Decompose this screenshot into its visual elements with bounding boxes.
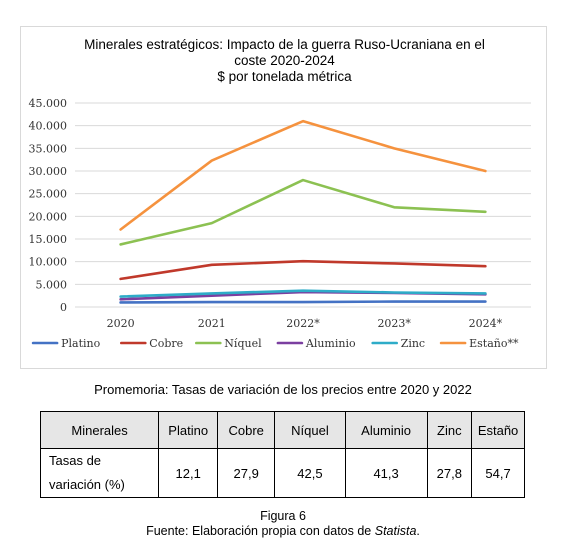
table-cell: 41,3 [344,448,428,498]
table-header-cell: Zinc [426,411,473,449]
y-tick-label: 25.000 [29,188,68,201]
table-row-label: Tasas de variación (%) [39,448,160,498]
y-tick-label: 0 [60,301,67,314]
legend-label: Estaño** [469,337,519,350]
x-tick-label: 2024* [469,317,503,330]
legend-label: Zinc [401,337,425,350]
line-chart: 0 5.000 10.000 15.000 20.000 25.000 30.000 35.0… [29,97,531,350]
x-tick-label: 2020 [107,317,135,330]
source-name: Statista [374,524,417,538]
chart-title-line-2: coste 2020-2024 [234,53,335,68]
figure-number: Figura 6 [260,509,306,523]
table-header-cell: Platino [158,411,219,449]
table-header-cell: Minerales [39,411,160,449]
figure-caption: Figura 6 Fuente: Elaboración propia con … [0,509,566,539]
chart-title-line-3: $ por tonelada métrica [217,69,352,84]
y-tick-label: 20.000 [29,210,68,223]
series-line-estao [119,119,487,231]
table-header-cell: Aluminio [344,411,428,449]
figure-source: Fuente: Elaboración propia con datos de … [0,524,566,539]
series-line-nquel [119,178,487,246]
table-header-cell: Cobre [217,411,276,449]
x-tick-label: 2021 [198,317,226,330]
promemoria-text: Promemoria: Tasas de variación de los pr… [94,382,472,397]
table-header-row: Minerales Platino Cobre Níquel Aluminio … [39,411,525,449]
legend-label: Níquel [224,337,262,350]
y-tick-label: 35.000 [29,142,68,155]
chart-frame: Minerales estratégicos: Impacto de la gu… [20,26,547,369]
y-tick-label: 10.000 [29,256,68,269]
legend-label: Platino [61,337,101,350]
table-cell: 54,7 [471,448,525,498]
legend-label: Cobre [149,337,183,350]
table-cell: 27,8 [426,448,473,498]
y-tick-label: 15.000 [29,233,68,246]
y-tick-label: 30.000 [29,165,68,178]
series-line-platino [119,300,487,304]
row-label-line-1: Tasas de [49,453,102,468]
table-cell: 27,9 [217,448,276,498]
table-header-cell: Estaño [471,411,525,449]
y-tick-label: 45.000 [29,97,68,110]
x-tick-label: 2022* [286,317,320,330]
legend-label: Aluminio [305,337,356,350]
source-suffix: . [416,524,420,538]
table-row: Tasas de variación (%) 12,1 27,9 42,5 41… [39,448,525,498]
source-prefix: Fuente: Elaboración propia con datos de [146,524,375,538]
chart-title: Minerales estratégicos: Impacto de la gu… [21,37,548,85]
table-header-cell: Níquel [274,411,346,449]
series-line-cobre [119,259,487,281]
y-tick-label: 40.000 [29,120,68,133]
row-label-line-2: variación (%) [49,477,125,492]
table-cell: 42,5 [274,448,346,498]
y-tick-label: 5.000 [36,278,68,291]
x-tick-label: 2023* [377,317,411,330]
rates-table: Minerales Platino Cobre Níquel Aluminio … [39,411,525,498]
chart-title-line-1: Minerales estratégicos: Impacto de la gu… [84,37,485,52]
table-cell: 12,1 [158,448,219,498]
series-line-zinc [119,289,487,298]
